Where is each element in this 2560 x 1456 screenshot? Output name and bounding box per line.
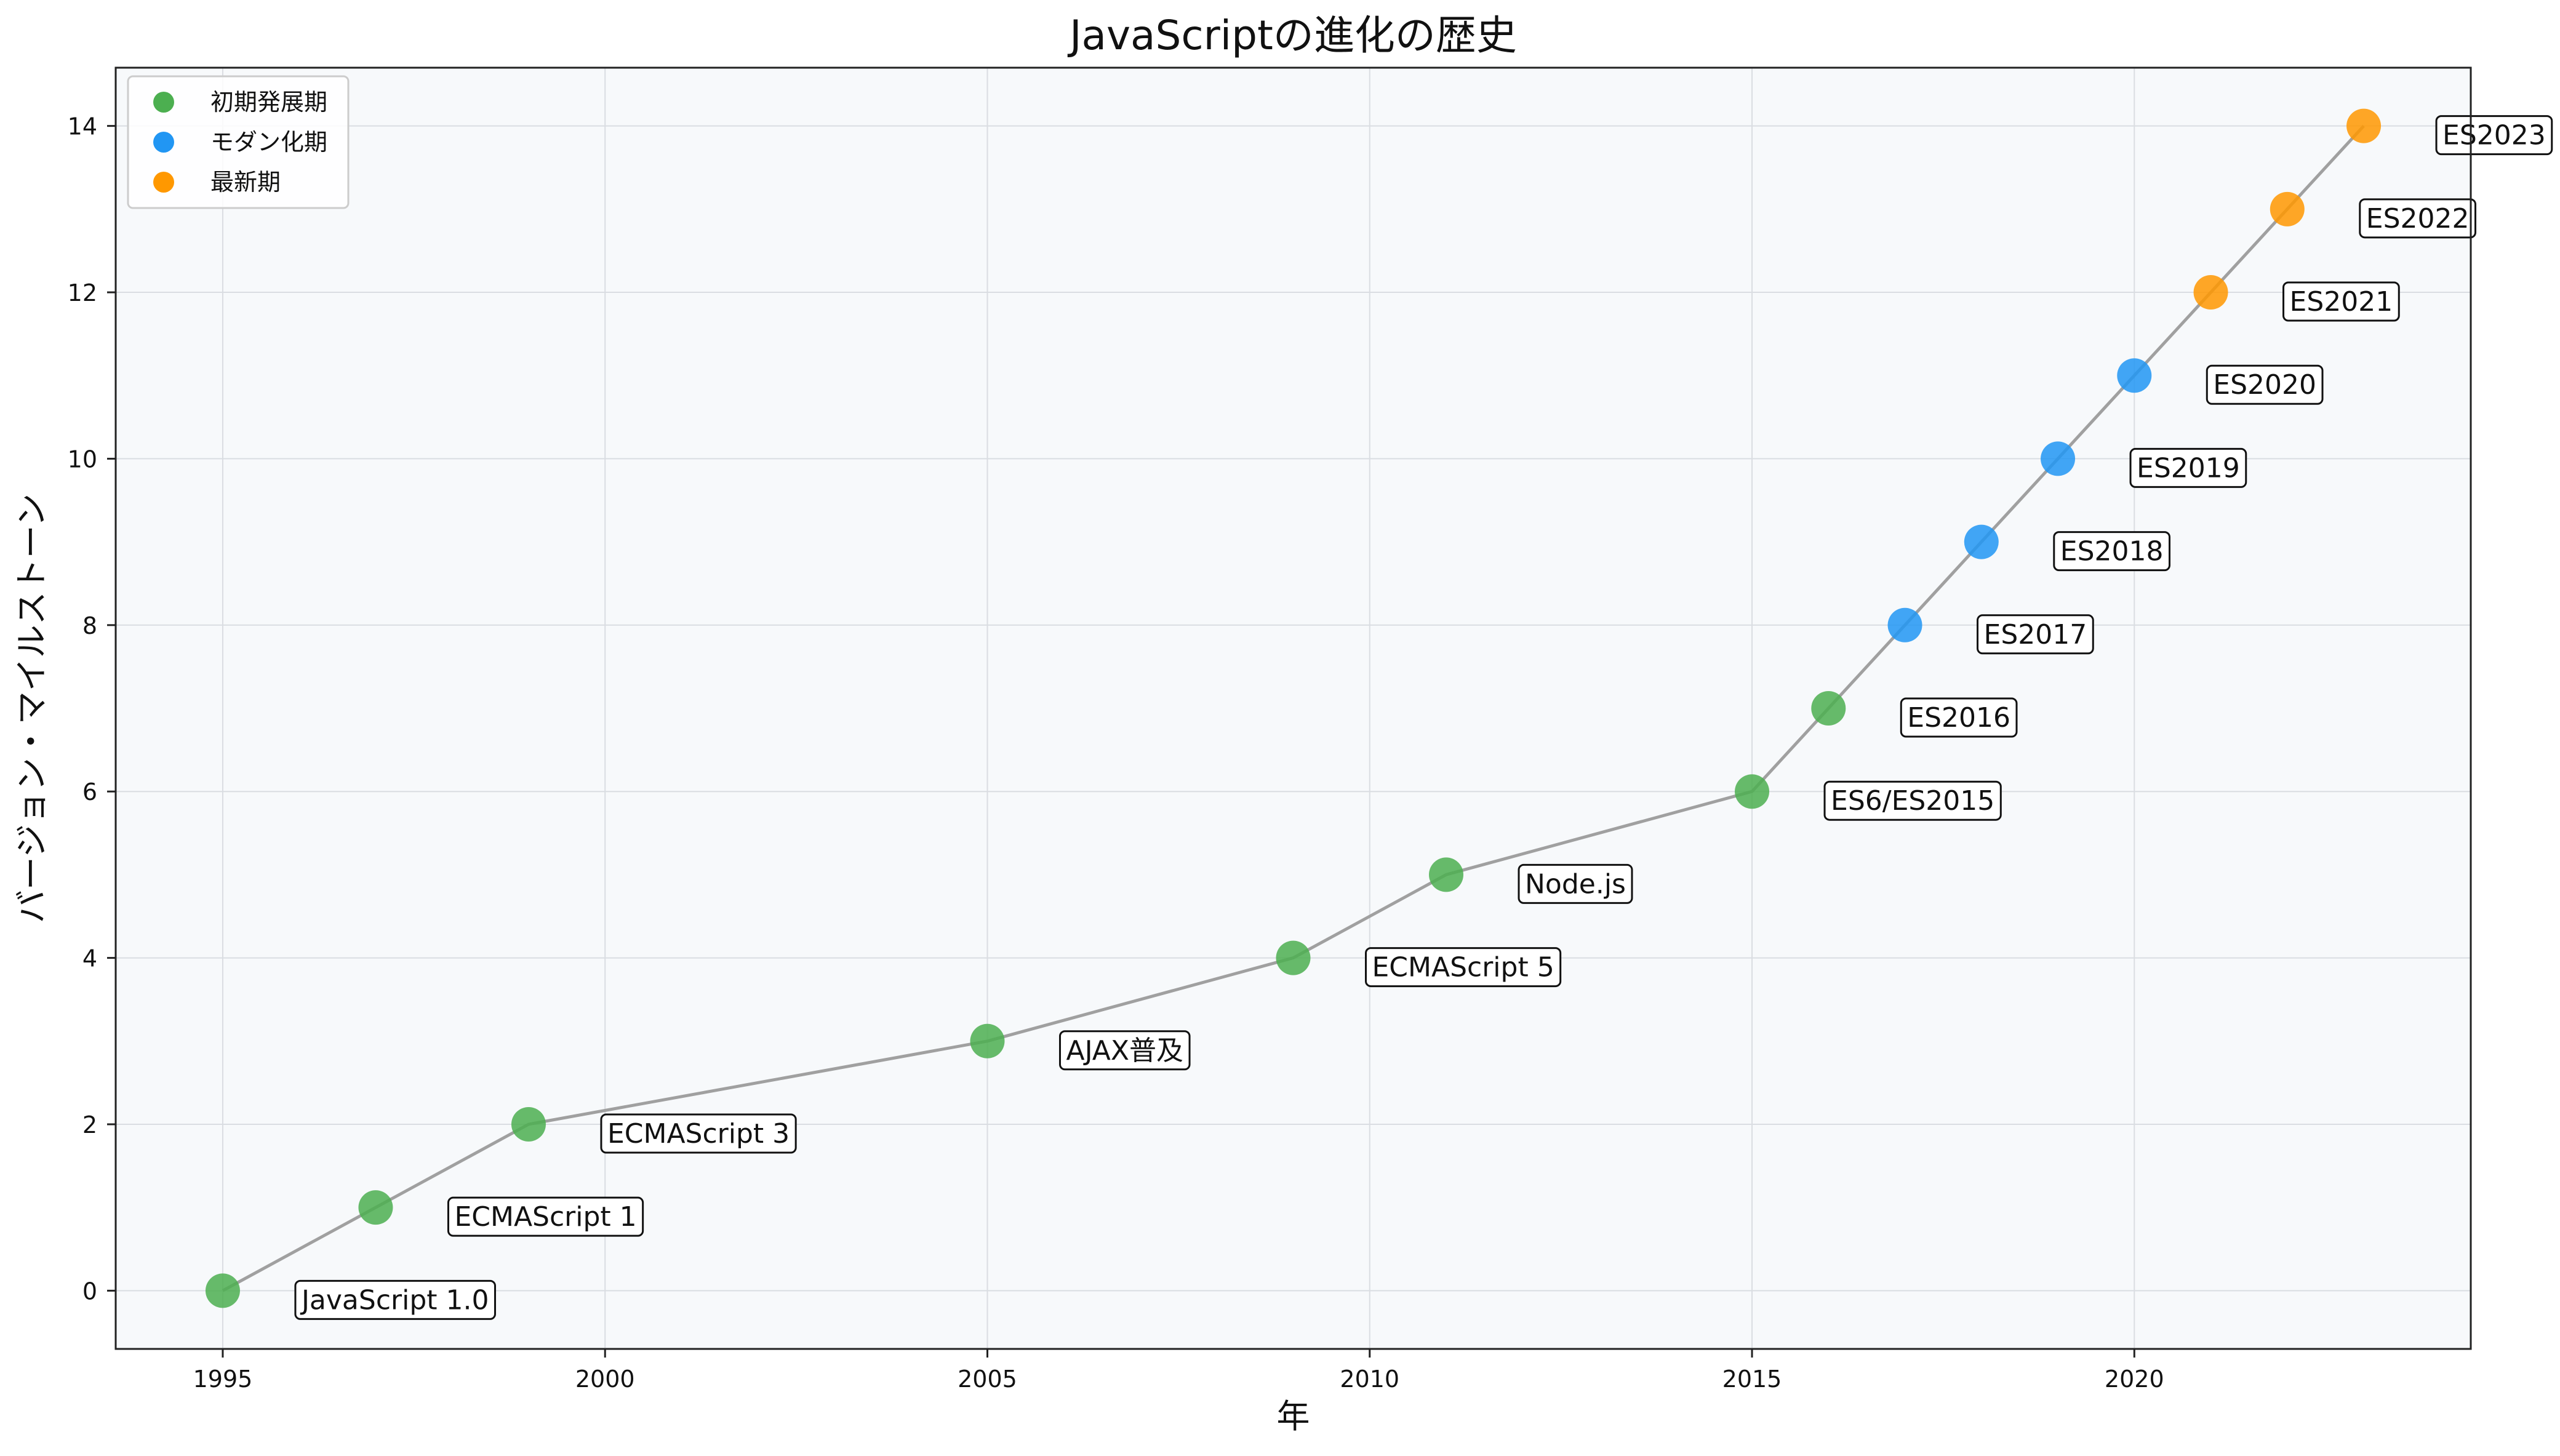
y-tick-label: 12 [68,279,97,306]
annotation-label: ES2016 [1907,702,2010,734]
annotation-box [1365,947,1562,988]
grid [116,68,2471,1349]
annotation-label: ES2019 [2137,452,2240,484]
annotation: JavaScript 1.0 [294,1279,496,1320]
data-point [2117,358,2152,393]
annotation-label: ES2018 [2060,536,2164,567]
annotation-box [2359,198,2477,239]
y-tick-label: 8 [82,612,97,639]
y-tick-label: 10 [68,446,97,473]
data-point [1964,524,1999,559]
y-axis-label: バージョン・マイルストーン [12,494,51,923]
legend-label: 初期発展期 [210,89,327,116]
annotations-layer: JavaScript 1.0 ECMAScript 1 ECMAScript 3 AJ… [294,115,2553,1320]
annotation: ES2018 [2053,531,2170,572]
data-point [2346,108,2382,143]
ticks-layer: 1995 2000 2005 2010 2015 2020 0 2 4 6 8 10 12 14 [68,113,2164,1393]
annotation: ES2020 [2206,364,2324,405]
annotation-label: ES2017 [1984,619,2087,650]
x-tick-label: 2010 [1340,1366,1399,1393]
annotation-box [2053,531,2170,572]
x-tick-label: 2020 [2105,1366,2164,1393]
data-point [1276,940,1311,975]
annotation: ES6/ES2015 [1823,780,2002,821]
x-axis-label: 年 [1277,1397,1310,1436]
data-point [205,1273,240,1308]
annotation-label: ECMAScript 5 [1372,952,1554,983]
annotation-box [2129,447,2247,488]
data-point [1735,774,1770,809]
annotation-label: ES2021 [2290,286,2393,318]
plot-frame [114,66,2472,1350]
x-tick-label: 2015 [1722,1366,1782,1393]
annotation-box [2282,281,2400,322]
annotation-label: AJAX普及 [1066,1035,1183,1066]
annotation: ES2017 [1977,614,2094,655]
annotation: ECMAScript 3 [600,1113,797,1154]
annotation-box [1058,1030,1191,1071]
x-tick-label: 2005 [958,1366,1017,1393]
legend-label: 最新期 [210,169,281,196]
data-point [1811,691,1846,726]
annotation-box [294,1279,496,1320]
y-tick-label: 0 [82,1278,97,1305]
legend-marker [153,172,174,193]
x-tick-label: 2000 [575,1366,635,1393]
data-point [511,1106,546,1142]
legend-marker [153,132,174,153]
x-tick-label: 1995 [193,1366,253,1393]
data-point [2270,191,2305,226]
annotation: ES2022 [2359,198,2477,239]
annotation: ES2019 [2129,447,2247,488]
annotation-label: ECMAScript 1 [454,1201,636,1233]
annotation-label: ES6/ES2015 [1831,785,1994,817]
annotation: ES2016 [1900,697,2018,738]
annotation-box [2435,115,2553,156]
annotation-label: ES2022 [2366,203,2470,234]
annotation-label: Node.js [1525,868,1626,900]
y-tick-label: 6 [82,778,97,806]
annotation-label: JavaScript 1.0 [300,1284,489,1316]
annotation: ES2021 [2282,281,2400,322]
legend-box [127,75,350,209]
annotation-label: ECMAScript 3 [607,1118,790,1150]
y-tick-label: 14 [68,113,97,140]
annotation-box [600,1113,797,1154]
points-layer [205,108,2382,1308]
annotation: Node.js [1518,863,1633,904]
annotation: ECMAScript 1 [447,1196,644,1237]
legend-marker [153,92,174,113]
annotation-box [1823,780,2002,821]
annotation: ECMAScript 5 [1365,947,1562,988]
data-point [970,1023,1005,1058]
annotation-box [447,1196,644,1237]
annotation-label: ES2020 [2213,369,2316,401]
annotation: AJAX普及 [1058,1030,1191,1071]
data-point [358,1190,393,1225]
annotation-box [1977,614,2094,655]
data-point [1429,857,1464,892]
annotation: ES2023 [2435,115,2553,156]
chart-title: JavaScriptの進化の歴史 [1067,12,1517,59]
data-point [1887,607,1922,642]
data-point [2041,441,2076,476]
annotation-box [1518,863,1633,904]
annotation-box [1900,697,2018,738]
y-tick-label: 2 [82,1111,97,1138]
annotation-box [2206,364,2324,405]
legend-label: モダン化期 [210,129,327,156]
annotation-label: ES2023 [2442,120,2546,151]
data-point [2193,275,2228,310]
y-tick-label: 4 [82,945,97,972]
